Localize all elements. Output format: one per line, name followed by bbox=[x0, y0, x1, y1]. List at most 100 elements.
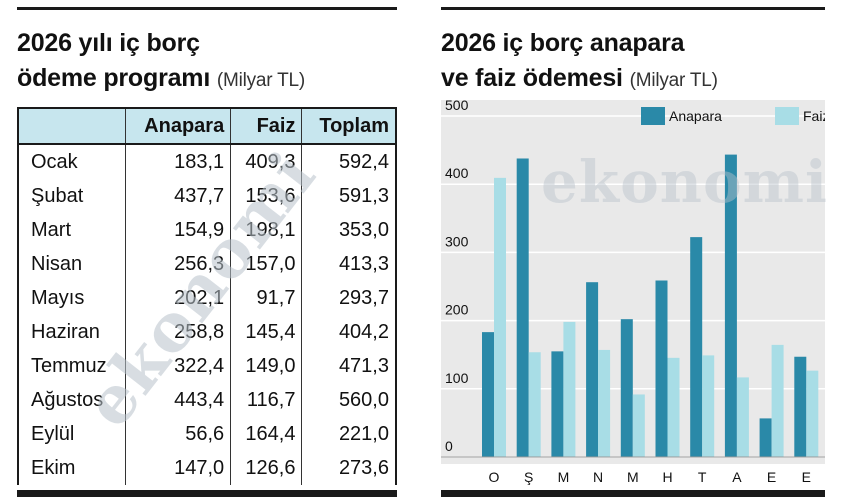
y-tick-label: 0 bbox=[445, 438, 453, 454]
bar-chart: 0 100 200 300 400 500 O Ş M N M H T A E E Anapara Faiz bbox=[441, 100, 825, 485]
cell-toplam: 471,3 bbox=[301, 349, 398, 383]
y-tick-label: 400 bbox=[445, 165, 469, 181]
cell-month: Ekim bbox=[17, 451, 126, 485]
table-row: Mart 154,9 198,1 353,0 bbox=[17, 213, 398, 247]
cell-anapara: 56,6 bbox=[124, 417, 231, 451]
top-rule-right bbox=[441, 7, 825, 10]
bar-anapara-9 bbox=[794, 356, 807, 457]
cell-faiz: 153,6 bbox=[230, 179, 302, 213]
bar-faiz-7 bbox=[736, 377, 749, 457]
cell-toplam: 293,7 bbox=[301, 281, 398, 315]
payment-schedule-panel: 2026 yılı iç borç ödeme programı (Milyar… bbox=[17, 0, 398, 501]
table-unit: (Milyar TL) bbox=[216, 70, 306, 91]
bottom-rule-right bbox=[441, 490, 825, 497]
chart-title: 2026 iç borç anapara ve faiz ödemesi (Mi… bbox=[441, 26, 718, 98]
cell-faiz: 149,0 bbox=[230, 349, 302, 383]
cell-month: Ağustos bbox=[17, 383, 126, 417]
table-row: Ağustos 443,4 116,7 560,0 bbox=[17, 383, 398, 417]
header-faiz: Faiz bbox=[230, 107, 302, 145]
cell-faiz: 409,3 bbox=[230, 144, 302, 179]
cell-anapara: 147,0 bbox=[124, 451, 231, 485]
header-blank bbox=[17, 107, 126, 145]
legend-swatch-anapara bbox=[641, 107, 665, 125]
bar-faiz-2 bbox=[563, 321, 576, 457]
cell-toplam: 592,4 bbox=[301, 144, 398, 179]
x-tick-label: M bbox=[558, 469, 570, 485]
cell-month: Mart bbox=[17, 213, 126, 247]
cell-toplam: 273,6 bbox=[301, 451, 398, 485]
cell-anapara: 443,4 bbox=[124, 383, 231, 417]
y-tick-label: 100 bbox=[445, 370, 469, 386]
table-row: Mayıs 202,1 91,7 293,7 bbox=[17, 281, 398, 315]
x-tick-label: N bbox=[593, 469, 603, 485]
y-tick-label: 200 bbox=[445, 302, 469, 318]
cell-faiz: 164,4 bbox=[230, 417, 302, 451]
table-title-line1: 2026 yılı iç borç bbox=[17, 29, 200, 57]
table-header-row: Anapara Faiz Toplam bbox=[17, 107, 398, 145]
cell-toplam: 560,0 bbox=[301, 383, 398, 417]
cell-faiz: 126,6 bbox=[230, 451, 302, 485]
table-row: Şubat 437,7 153,6 591,3 bbox=[17, 179, 398, 213]
y-tick-label: 500 bbox=[445, 100, 469, 113]
table-row: Eylül 56,6 164,4 221,0 bbox=[17, 417, 398, 451]
top-rule bbox=[17, 7, 397, 10]
cell-anapara: 256,3 bbox=[124, 247, 231, 281]
table-row: Ocak 183,1 409,3 592,4 bbox=[17, 144, 398, 179]
header-anapara: Anapara bbox=[124, 107, 231, 145]
bar-anapara-7 bbox=[724, 154, 737, 457]
cell-toplam: 353,0 bbox=[301, 213, 398, 247]
bottom-rule bbox=[17, 490, 397, 497]
cell-faiz: 91,7 bbox=[230, 281, 302, 315]
table-row: Ekim 147,0 126,6 273,6 bbox=[17, 451, 398, 485]
x-tick-label: T bbox=[698, 469, 707, 485]
legend-label-anapara: Anapara bbox=[669, 108, 722, 124]
table-row: Nisan 256,3 157,0 413,3 bbox=[17, 247, 398, 281]
cell-month: Haziran bbox=[17, 315, 126, 349]
cell-month: Mayıs bbox=[17, 281, 126, 315]
bar-anapara-6 bbox=[690, 237, 703, 457]
table-row: Haziran 258,8 145,4 404,2 bbox=[17, 315, 398, 349]
x-tick-label: E bbox=[767, 469, 776, 485]
bar-anapara-3 bbox=[586, 282, 599, 457]
bar-faiz-9 bbox=[806, 370, 819, 457]
bar-anapara-4 bbox=[620, 319, 633, 457]
chart-title-line1: 2026 iç borç anapara bbox=[441, 29, 685, 57]
cell-anapara: 322,4 bbox=[124, 349, 231, 383]
x-tick-label: A bbox=[732, 469, 742, 485]
cell-faiz: 145,4 bbox=[230, 315, 302, 349]
bar-anapara-8 bbox=[759, 418, 772, 457]
bar-faiz-4 bbox=[632, 394, 645, 457]
bar-anapara-2 bbox=[551, 351, 564, 457]
cell-anapara: 437,7 bbox=[124, 179, 231, 213]
bar-faiz-6 bbox=[702, 355, 715, 457]
cell-month: Ocak bbox=[17, 144, 126, 179]
cell-anapara: 202,1 bbox=[124, 281, 231, 315]
cell-faiz: 116,7 bbox=[230, 383, 302, 417]
cell-anapara: 183,1 bbox=[124, 144, 231, 179]
x-tick-label: Ş bbox=[524, 469, 533, 485]
chart-panel: 2026 iç borç anapara ve faiz ödemesi (Mi… bbox=[441, 0, 827, 501]
cell-month: Eylül bbox=[17, 417, 126, 451]
bar-faiz-8 bbox=[771, 344, 784, 457]
cell-toplam: 591,3 bbox=[301, 179, 398, 213]
y-tick-label: 300 bbox=[445, 233, 469, 249]
header-toplam: Toplam bbox=[301, 107, 398, 145]
x-tick-label: E bbox=[802, 469, 811, 485]
cell-month: Temmuz bbox=[17, 349, 126, 383]
table-title: 2026 yılı iç borç ödeme programı (Milyar… bbox=[17, 26, 305, 98]
bar-anapara-1 bbox=[516, 158, 529, 458]
legend-swatch-faiz bbox=[775, 107, 799, 125]
x-tick-label: H bbox=[662, 469, 672, 485]
cell-toplam: 404,2 bbox=[301, 315, 398, 349]
bar-faiz-0 bbox=[494, 177, 506, 457]
payment-schedule-table: Anapara Faiz Toplam Ocak 183,1 409,3 592,4 Ş… bbox=[17, 107, 398, 485]
table-row: Temmuz 322,4 149,0 471,3 bbox=[17, 349, 398, 383]
cell-month: Şubat bbox=[17, 179, 126, 213]
bar-anapara-5 bbox=[655, 280, 668, 457]
cell-toplam: 221,0 bbox=[301, 417, 398, 451]
cell-month: Nisan bbox=[17, 247, 126, 281]
cell-anapara: 258,8 bbox=[124, 315, 231, 349]
chart-unit: (Milyar TL) bbox=[629, 70, 718, 91]
chart-title-line2: ve faiz ödemesi bbox=[441, 64, 623, 92]
bar-faiz-5 bbox=[667, 357, 680, 457]
